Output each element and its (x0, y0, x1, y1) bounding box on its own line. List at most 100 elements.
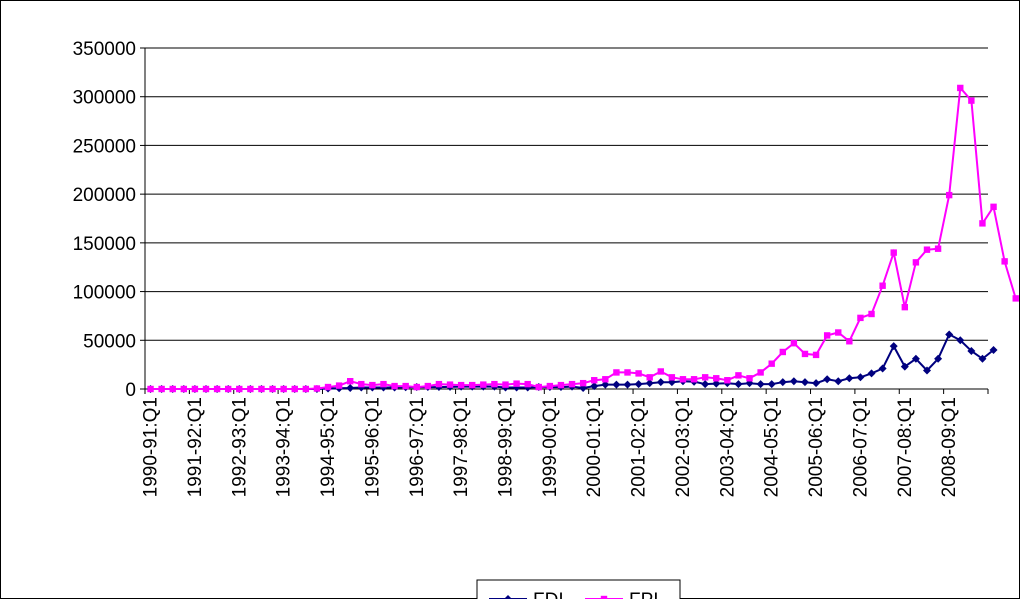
data-point-fdi (911, 354, 920, 363)
data-point-fpi (324, 383, 332, 391)
data-point-fdi (346, 384, 355, 393)
data-point-fpi (535, 383, 542, 391)
data-point-fpi (624, 369, 631, 376)
data-point-fpi (945, 191, 953, 199)
data-point-fpi (779, 348, 786, 356)
data-point-fpi (757, 369, 764, 376)
data-point-fpi (790, 340, 798, 347)
y-tick-label: 200000 (73, 185, 136, 206)
data-point-fpi (724, 377, 731, 384)
data-point-fpi (491, 380, 498, 388)
data-point-fdi (845, 374, 854, 383)
y-axis: 0 50000 100000 150000 200000 250000 300000 3500… (73, 39, 146, 401)
data-point-fpi (446, 381, 454, 388)
data-point-fdi (734, 380, 743, 389)
x-tick-label: 1999-00:Q1 (540, 397, 561, 497)
data-point-fdi (989, 346, 998, 355)
data-point-fpi (247, 385, 254, 393)
x-tick-label: 1993-94:Q1 (274, 397, 295, 497)
data-point-fpi (269, 385, 276, 393)
data-point-fdi (789, 377, 798, 386)
data-point-fpi (890, 249, 897, 256)
x-tick-label: 1996-97:Q1 (407, 397, 428, 497)
x-axis: 1990-91:Q1 1991-92:Q1 1992-93:Q1 1993-94:Q1… (141, 388, 989, 497)
gridlines (145, 47, 988, 341)
data-point-fpi (657, 368, 664, 375)
x-tick-label: 2000-01:Q1 (584, 397, 605, 497)
y-tick-label: 350000 (73, 39, 136, 60)
data-point-fpi (380, 380, 387, 388)
data-point-fpi (823, 332, 831, 339)
x-tick-label: 2008-09:Q1 (939, 397, 960, 497)
data-point-fpi (646, 374, 653, 381)
data-point-fpi (313, 385, 321, 392)
data-point-fpi (435, 380, 443, 388)
data-point-fdi (889, 342, 898, 351)
data-point-fpi (524, 380, 531, 388)
data-point-fpi (602, 376, 609, 383)
series-fpi (147, 84, 1019, 393)
data-point-fpi (236, 385, 243, 393)
data-point-fdi (978, 354, 987, 363)
data-point-fpi (579, 379, 587, 387)
legend-item-fdi: FDI (489, 590, 564, 599)
data-point-fpi (868, 310, 875, 318)
x-tick-label: 2001-02:Q1 (629, 397, 650, 497)
data-point-fpi (557, 381, 565, 389)
x-tick-label: 2005-06:Q1 (806, 397, 827, 497)
data-point-fpi (502, 381, 509, 388)
legend-box (476, 579, 681, 599)
data-point-fpi (801, 350, 809, 358)
data-point-fpi (701, 374, 709, 381)
data-point-fdi (934, 354, 943, 363)
data-point-fdi (867, 369, 876, 378)
data-point-fpi (679, 376, 687, 383)
data-point-fpi (224, 385, 232, 393)
x-tick-label: 1994-95:Q1 (318, 397, 339, 497)
data-point-fpi (169, 385, 176, 393)
data-point-fpi (735, 372, 742, 379)
data-point-fpi (835, 329, 842, 336)
data-point-fpi (591, 377, 598, 384)
y-tick-label: 250000 (73, 136, 136, 157)
data-point-fpi (901, 303, 909, 311)
data-point-fpi (879, 282, 886, 289)
data-point-fpi (1001, 258, 1008, 265)
legend-marker (600, 595, 608, 599)
data-point-fpi (180, 385, 188, 393)
legend: FDI FPI (476, 579, 681, 599)
y-tick-label: 50000 (83, 331, 136, 352)
data-point-fpi (934, 245, 942, 252)
data-point-fpi (990, 203, 997, 211)
x-tick-label: 1995-96:Q1 (362, 397, 383, 497)
data-point-fdi (701, 380, 710, 389)
data-point-fdi (900, 362, 909, 371)
data-point-fpi (912, 259, 920, 266)
data-point-fpi (469, 381, 476, 389)
data-point-fpi (635, 370, 642, 377)
data-point-fpi (857, 314, 864, 322)
data-point-fpi (413, 383, 420, 391)
data-point-fpi (358, 380, 365, 388)
data-point-fdi (956, 336, 965, 345)
data-point-fdi (712, 379, 721, 388)
data-point-fdi (756, 380, 765, 389)
x-tick-label: 2007-08:Q1 (895, 397, 916, 497)
data-point-fdi (812, 379, 821, 388)
data-point-fdi (823, 375, 832, 384)
data-point-fdi (967, 347, 976, 356)
data-point-fpi (546, 382, 554, 390)
data-point-fpi (846, 338, 853, 345)
series-line-fdi (150, 333, 995, 390)
data-point-fdi (590, 382, 599, 391)
data-point-fdi (856, 373, 865, 382)
data-point-fpi (1012, 295, 1019, 302)
legend-label: FDI (533, 590, 564, 599)
x-tick-label: 2003-04:Q1 (717, 397, 738, 497)
data-point-fdi (645, 379, 654, 388)
data-point-fpi (513, 380, 520, 387)
series-line-fpi (150, 85, 1017, 390)
x-tick-label: 1990-91:Q1 (141, 397, 162, 497)
y-tick-label: 300000 (73, 88, 136, 109)
